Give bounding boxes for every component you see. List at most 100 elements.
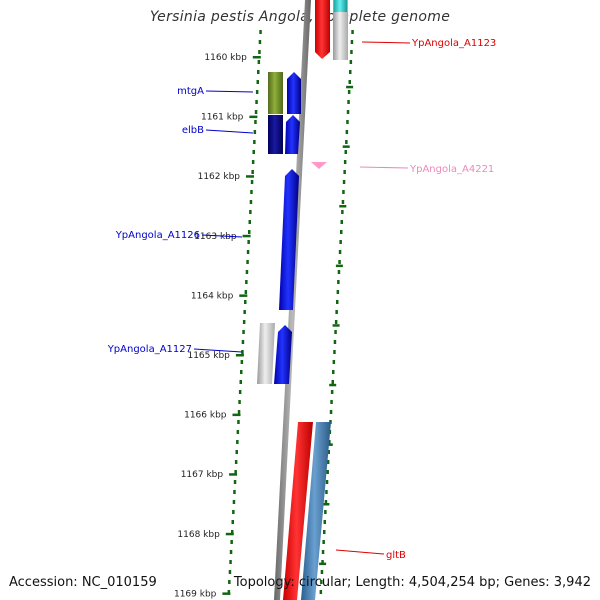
gene-label[interactable]: YpAngola_A1127	[107, 344, 192, 355]
boundary-dot	[351, 30, 354, 34]
boundary-dot	[331, 380, 334, 384]
boundary-dot	[244, 290, 248, 294]
boundary-dot	[326, 460, 330, 464]
gene-block-A1127-grey[interactable]	[257, 323, 275, 384]
ruler-label: 1161 kbp	[201, 113, 244, 123]
boundary-dot	[259, 30, 262, 34]
gene-block-red-top[interactable]	[315, 0, 330, 59]
boundary-dot	[330, 400, 333, 404]
gene-label[interactable]: YpAngola_A4221	[409, 164, 494, 175]
gene-block-elbB-arrow[interactable]	[285, 115, 300, 154]
boundary-dot	[233, 490, 236, 494]
boundary-dot	[255, 100, 258, 104]
boundary-dot	[242, 330, 245, 334]
gene-block-grey-top[interactable]	[333, 0, 348, 60]
boundary-dot	[342, 190, 345, 194]
boundary-dot	[342, 180, 346, 184]
minor-tick	[335, 264, 343, 268]
boundary-dot	[241, 350, 244, 354]
boundary-dot	[243, 310, 246, 314]
boundary-dot	[256, 80, 259, 84]
ruler-tick	[246, 175, 254, 178]
boundary-dot	[237, 420, 240, 424]
boundary-dot	[236, 430, 240, 434]
boundary-dot	[250, 190, 253, 194]
boundary-dot	[235, 450, 238, 454]
gene-label[interactable]: gltB	[386, 550, 406, 561]
boundary-dot	[349, 60, 353, 64]
boundary-dot	[251, 170, 254, 174]
ruler-tick	[249, 115, 258, 119]
boundary-dot	[236, 440, 239, 444]
boundary-dot	[347, 100, 350, 104]
gene-label[interactable]: YpAngola_A1126	[115, 230, 200, 241]
boundary-dot	[333, 340, 337, 344]
ruler-tick	[225, 532, 234, 536]
ruler-tick	[242, 234, 251, 238]
boundary-dot	[341, 210, 344, 214]
boundary-dot	[228, 570, 232, 574]
boundary-dot	[338, 260, 341, 264]
ruler-label: 1168 kbp	[177, 530, 220, 540]
gene-block-A1127-arrow[interactable]	[274, 325, 292, 384]
ruler-label: 1162 kbp	[198, 172, 241, 182]
boundary-dot	[257, 60, 261, 64]
gene-block-mtgA-olive[interactable]	[268, 72, 283, 114]
minor-tick	[329, 383, 337, 387]
gene-block-cyan-top[interactable]	[334, 0, 347, 12]
boundary-dot	[323, 530, 326, 534]
boundary-dot	[340, 220, 343, 224]
boundary-dot	[347, 90, 351, 94]
ruler-label: 1169 kbp	[174, 589, 217, 599]
boundary-dot	[321, 560, 324, 564]
gene-leader-line	[335, 549, 385, 555]
boundary-dot	[238, 390, 242, 394]
ruler-tick	[235, 354, 244, 357]
minor-tick	[339, 205, 347, 208]
boundary-dot	[343, 160, 347, 164]
ruler-label: 1165 kbp	[187, 351, 230, 361]
kbp-ruler: 1160 kbp 1161 kbp 1162 kbp 1163 kbp 1164 kbp…	[174, 53, 261, 599]
boundary-dot	[249, 200, 253, 204]
boundary-dot	[253, 130, 257, 134]
gene-label[interactable]: YpAngola_A1123	[411, 38, 496, 49]
boundary-dot	[341, 200, 345, 204]
gene-block-elbB-navy[interactable]	[268, 115, 283, 154]
boundary-dot	[327, 450, 330, 454]
boundary-dot	[229, 560, 232, 564]
gene-block-mtgA-arrow[interactable]	[287, 72, 301, 114]
boundary-dot	[229, 550, 233, 554]
boundary-dot	[240, 360, 244, 364]
gene-label[interactable]: elbB	[182, 125, 204, 136]
gene-block-red-bottom[interactable]	[283, 422, 313, 600]
boundary-dot	[233, 480, 237, 484]
minor-tick	[346, 85, 354, 89]
boundary-dot	[234, 470, 237, 474]
boundary-dot	[332, 370, 335, 374]
boundary-dot	[245, 270, 249, 274]
boundary-dot	[248, 220, 251, 224]
boundary-dot	[339, 240, 342, 244]
boundary-dot	[248, 230, 251, 234]
gene-block-steel-bottom[interactable]	[301, 422, 331, 600]
gene-block-A4221-pink[interactable]	[311, 162, 327, 169]
boundary-dot	[247, 240, 250, 244]
gene-block-A1126-arrow[interactable]	[279, 169, 299, 310]
boundary-dot	[326, 470, 329, 474]
gene-label[interactable]: mtgA	[177, 86, 204, 97]
boundary-dot	[336, 300, 339, 304]
right-track-boundary	[319, 30, 354, 594]
gene-leader-line	[205, 129, 254, 134]
minor-tick	[342, 145, 350, 148]
gene-leader-line	[359, 166, 409, 169]
ruler-label: 1167 kbp	[181, 470, 224, 480]
boundary-dot	[227, 590, 231, 594]
boundary-dot	[337, 280, 340, 284]
boundary-dot	[257, 70, 260, 74]
boundary-dot	[336, 290, 340, 294]
gene-leader-line	[361, 41, 411, 44]
boundary-dot	[228, 580, 231, 584]
boundary-dot	[254, 110, 258, 114]
boundary-dot	[328, 440, 331, 444]
